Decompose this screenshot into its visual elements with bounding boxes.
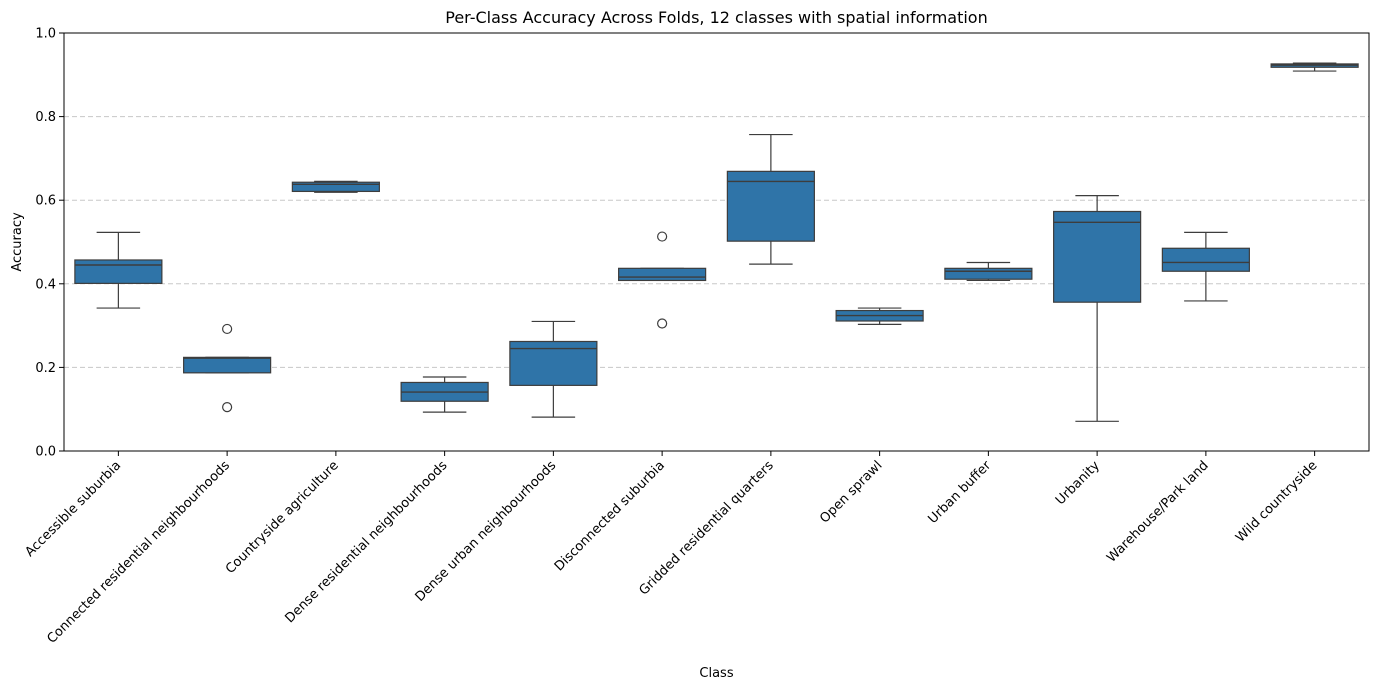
box-layer <box>74 62 1359 422</box>
outlier-point <box>222 402 233 413</box>
y-tick-label: 0.0 <box>35 445 56 460</box>
chart-title: Per-Class Accuracy Across Folds, 12 clas… <box>445 8 987 27</box>
box-group <box>74 231 163 309</box>
box-group <box>835 307 924 325</box>
box-body <box>74 259 163 284</box>
plot-frame <box>63 32 1370 452</box>
outlier-point <box>657 231 668 242</box>
box-group <box>1270 62 1359 72</box>
outlier-point <box>657 318 668 329</box>
y-tick-label: 1.0 <box>35 27 56 42</box>
box-body <box>1161 247 1250 272</box>
box-group <box>618 231 707 329</box>
box-body <box>291 181 380 193</box>
grid-layer <box>64 116 1369 368</box>
y-axis-label: Accuracy <box>10 212 25 272</box>
box-body <box>183 356 272 374</box>
y-tick-label: 0.4 <box>35 277 56 292</box>
box-group <box>400 376 489 413</box>
box-group <box>509 320 598 418</box>
box-body <box>618 267 707 282</box>
box-group <box>183 323 272 413</box>
box-body <box>944 267 1033 280</box>
box-body <box>726 170 815 242</box>
y-tick-label: 0.6 <box>35 194 56 209</box>
box-body <box>1053 210 1142 303</box>
box-group <box>1161 231 1250 302</box>
box-group <box>1053 195 1142 422</box>
box-group <box>291 180 380 193</box>
y-tick-label: 0.2 <box>35 361 56 376</box>
box-group <box>726 133 815 265</box>
x-axis-label: Class <box>699 666 733 681</box>
box-group <box>944 261 1033 282</box>
y-tick-label: 0.8 <box>35 110 56 125</box>
outlier-point <box>222 323 233 335</box>
